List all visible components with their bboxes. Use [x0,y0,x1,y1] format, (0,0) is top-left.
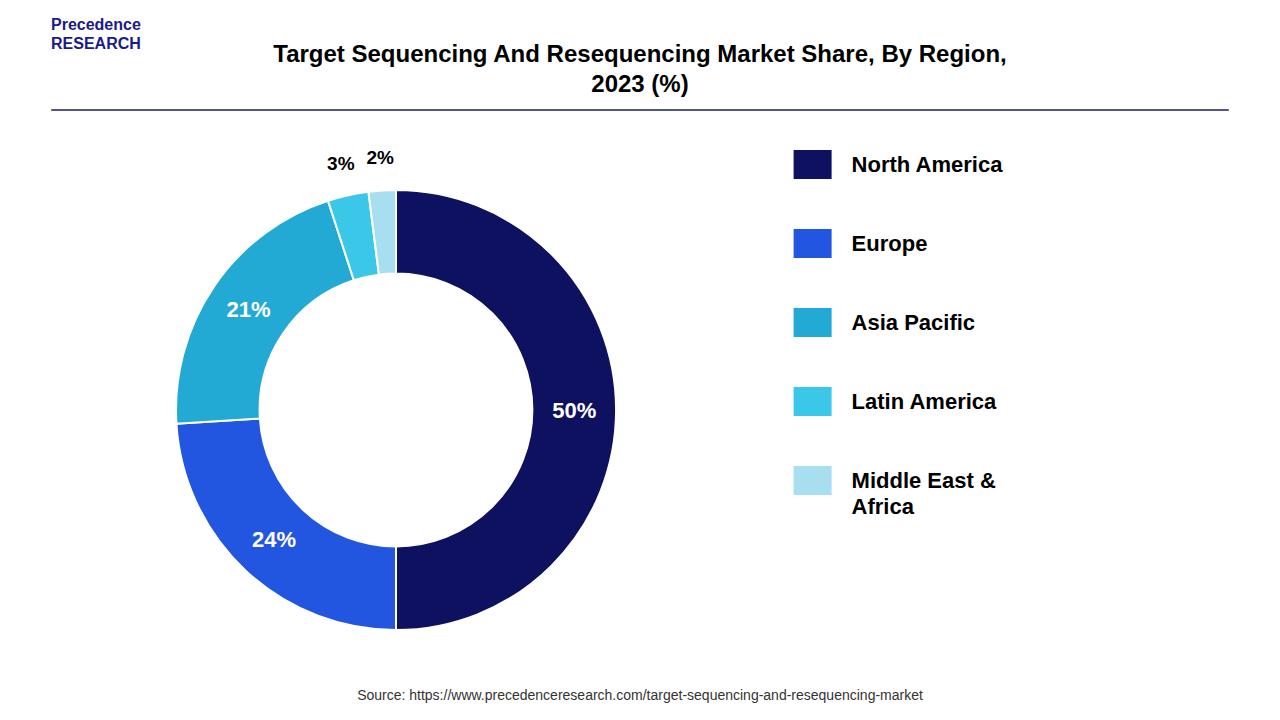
slice [368,190,396,275]
legend-swatch [794,466,832,495]
legend: North America Europe Asia Pacific Latin Ame… [794,150,1004,519]
text-line: Asia Pacific [852,310,976,335]
text-line: North America [852,152,1004,177]
text-line: Latin America [852,389,997,414]
text-line: 2023 (%) [591,70,688,97]
title: Target Sequencing And Resequencing Marke… [273,40,1006,97]
text-line: Africa [852,494,915,519]
data-label: 2% [366,147,394,168]
text-line: Middle East & [852,468,996,493]
legend-swatch [794,150,832,179]
slice [396,190,616,630]
legend-swatch [794,308,832,337]
text-line: Precedence [51,16,141,33]
logo: Precedence RESEARCH [51,16,141,52]
text-line: Source: https://www.precedenceresearch.c… [357,687,923,703]
legend-entry: Latin America [852,389,997,414]
text-line: RESEARCH [51,35,141,52]
donut [176,190,616,630]
data-label: 24% [252,527,296,552]
legend-entry: North America [852,152,1004,177]
data-label: 50% [552,398,596,423]
legend-entry: Asia Pacific [852,310,976,335]
legend-entry: Europe [852,231,928,256]
text-line: Target Sequencing And Resequencing Marke… [273,40,1006,67]
source: Source: https://www.precedenceresearch.c… [357,687,923,703]
data-labels: 50% 24% 21% 3% 2% [227,147,597,552]
legend-swatch [794,229,832,258]
legend-entry: Middle East &Africa [852,468,996,519]
data-label: 3% [327,153,355,174]
legend-swatch [794,387,832,416]
chart-svg: Precedence RESEARCH Target Sequencing And … [0,0,1280,720]
slice [176,201,354,424]
text-line: Europe [852,231,928,256]
separator [51,109,1229,111]
slice [176,419,396,630]
data-label: 21% [227,297,271,322]
